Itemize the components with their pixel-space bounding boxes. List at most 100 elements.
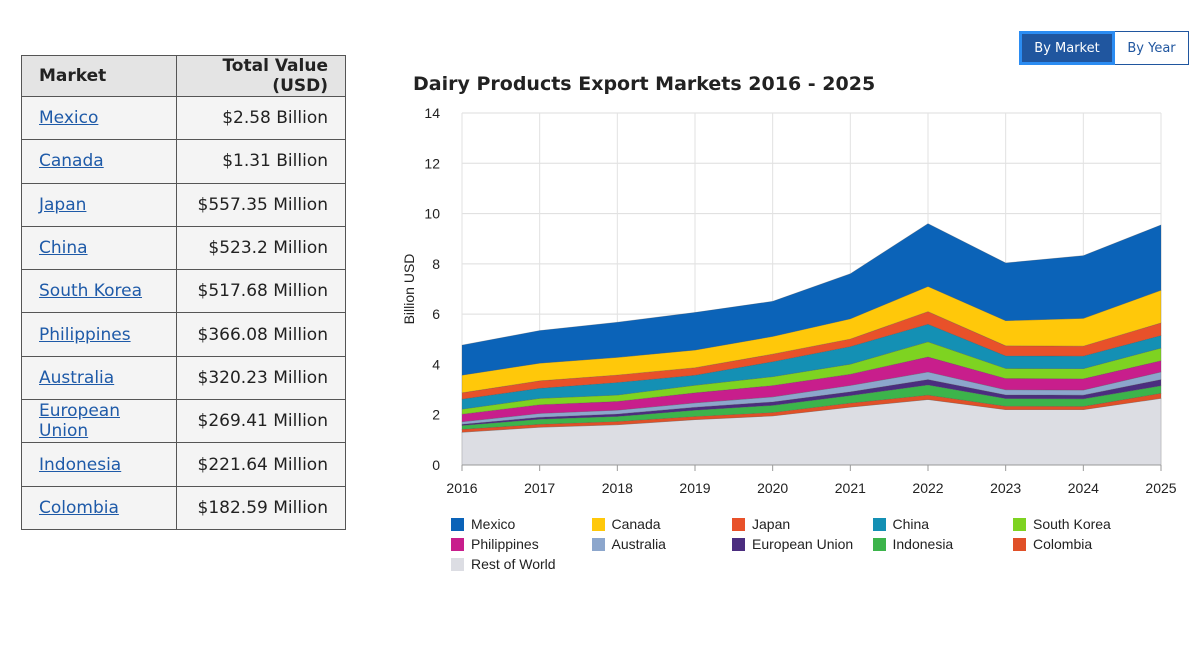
market-link[interactable]: Indonesia (39, 454, 122, 475)
legend-label: Rest of World (471, 556, 556, 572)
market-link[interactable]: Mexico (39, 108, 99, 129)
table-row: Australia $320.23 Million (21, 355, 346, 401)
area-china[interactable] (461, 323, 1162, 410)
chart-areas (461, 223, 1162, 466)
x-tick-label: 2020 (757, 480, 788, 496)
legend-label: Australia (611, 536, 666, 552)
market-link[interactable]: Japan (39, 194, 87, 215)
legend-label: Japan (752, 516, 791, 532)
legend-item-south-korea[interactable]: South Korea (1013, 516, 1111, 532)
market-link[interactable]: Australia (39, 367, 115, 388)
legend-swatch (732, 537, 745, 551)
value-cell: $517.68 Million (176, 269, 346, 314)
market-cell: European Union (21, 399, 177, 444)
y-tick-label: 4 (432, 356, 440, 372)
header-total-value: Total Value (USD) (176, 55, 346, 97)
market-cell: Mexico (21, 95, 177, 141)
legend-label: Indonesia (892, 536, 954, 552)
table-row: China $523.2 Million (21, 225, 346, 271)
area-philippines[interactable] (461, 356, 1162, 423)
y-tick-label: 12 (424, 155, 440, 171)
legend-swatch (591, 537, 605, 551)
legend-item-rest-of-world[interactable]: Rest of World (451, 556, 556, 572)
area-mexico[interactable] (461, 223, 1162, 376)
x-tick-label: 2018 (602, 480, 633, 496)
legend-label: Colombia (1033, 536, 1093, 552)
market-link[interactable]: European Union (39, 401, 120, 442)
legend-label: China (892, 516, 930, 532)
y-axis-label: Billion USD (401, 254, 417, 325)
market-cell: Colombia (21, 485, 177, 530)
legend-item-indonesia[interactable]: Indonesia (872, 536, 954, 552)
x-tick-label: 2016 (446, 480, 477, 496)
table-row: Indonesia $221.64 Million (21, 442, 346, 487)
value-cell: $221.64 Million (176, 442, 346, 487)
legend-item-mexico[interactable]: Mexico (451, 516, 515, 532)
view-toggle: By Market By Year (1019, 31, 1189, 65)
value-cell: $269.41 Million (176, 399, 346, 444)
y-tick-label: 2 (432, 407, 440, 423)
area-australia[interactable] (461, 371, 1162, 425)
area-indonesia[interactable] (461, 384, 1162, 430)
x-tick-label: 2021 (835, 480, 866, 496)
market-cell: Philippines (21, 312, 177, 357)
legend-item-philippines[interactable]: Philippines (451, 536, 539, 552)
y-tick-label: 8 (432, 256, 440, 272)
y-tick-label: 10 (424, 206, 440, 222)
y-tick-label: 0 (432, 457, 440, 473)
market-cell: China (21, 225, 177, 271)
market-cell: Canada (21, 139, 177, 184)
market-cell: South Korea (21, 269, 177, 314)
legend-swatch (451, 537, 464, 551)
market-link[interactable]: Philippines (39, 324, 131, 345)
value-cell: $523.2 Million (176, 225, 346, 271)
table-row: Mexico $2.58 Billion (21, 95, 346, 141)
market-link[interactable]: Colombia (39, 497, 119, 518)
legend-label: South Korea (1033, 516, 1111, 532)
legend-swatch (872, 517, 886, 531)
table-row: Colombia $182.59 Million (21, 485, 346, 530)
value-cell: $182.59 Million (176, 485, 346, 530)
legend-label: Philippines (471, 536, 539, 552)
y-tick-label: 14 (424, 105, 440, 121)
area-canada[interactable] (461, 286, 1162, 394)
chart-axes: 0 2 4 6 8 10 12 14 2016 2017 2018 2019 2020 2021 2022 2… (424, 105, 1176, 496)
legend-item-canada[interactable]: Canada (591, 516, 661, 532)
x-tick-label: 2024 (1068, 480, 1099, 496)
legend-swatch (451, 557, 464, 571)
table-row: Philippines $366.08 Million (21, 312, 346, 357)
legend-item-australia[interactable]: Australia (591, 536, 666, 552)
legend-item-colombia[interactable]: Colombia (1013, 536, 1092, 552)
table-body: Mexico $2.58 Billion Canada $1.31 Billion Ja… (21, 95, 346, 530)
x-tick-label: 2025 (1145, 480, 1176, 496)
x-tick-label: 2022 (912, 480, 943, 496)
value-cell: $557.35 Million (176, 182, 346, 227)
table-row: South Korea $517.68 Million (21, 269, 346, 314)
table-header-row: Market Total Value (USD) (21, 55, 346, 97)
table-row: European Union $269.41 Million (21, 399, 346, 444)
value-cell: $320.23 Million (176, 355, 346, 401)
x-tick-label: 2017 (524, 480, 555, 496)
x-tick-label: 2023 (990, 480, 1021, 496)
legend-item-japan[interactable]: Japan (732, 516, 790, 532)
legend-swatch (1013, 517, 1026, 531)
table-row: Japan $557.35 Million (21, 182, 346, 227)
legend-swatch (732, 517, 745, 531)
legend-item-china[interactable]: China (872, 516, 930, 532)
legend-swatch (591, 517, 605, 531)
legend-label: European Union (752, 536, 854, 552)
market-link[interactable]: South Korea (39, 281, 143, 302)
chart-title: Dairy Products Export Markets 2016 - 202… (413, 73, 876, 95)
by-year-button[interactable]: By Year (1115, 31, 1189, 65)
market-table: Market Total Value (USD) Mexico $2.58 Bil… (21, 55, 346, 530)
market-link[interactable]: Canada (39, 151, 104, 172)
legend-swatch (1013, 537, 1026, 551)
legend-swatch (872, 537, 886, 551)
x-tick-label: 2019 (679, 480, 710, 496)
by-market-button[interactable]: By Market (1019, 31, 1115, 65)
legend-item-european-union[interactable]: European Union (732, 536, 853, 552)
legend-label: Canada (611, 516, 661, 532)
market-link[interactable]: China (39, 238, 88, 259)
value-cell: $2.58 Billion (176, 95, 346, 141)
